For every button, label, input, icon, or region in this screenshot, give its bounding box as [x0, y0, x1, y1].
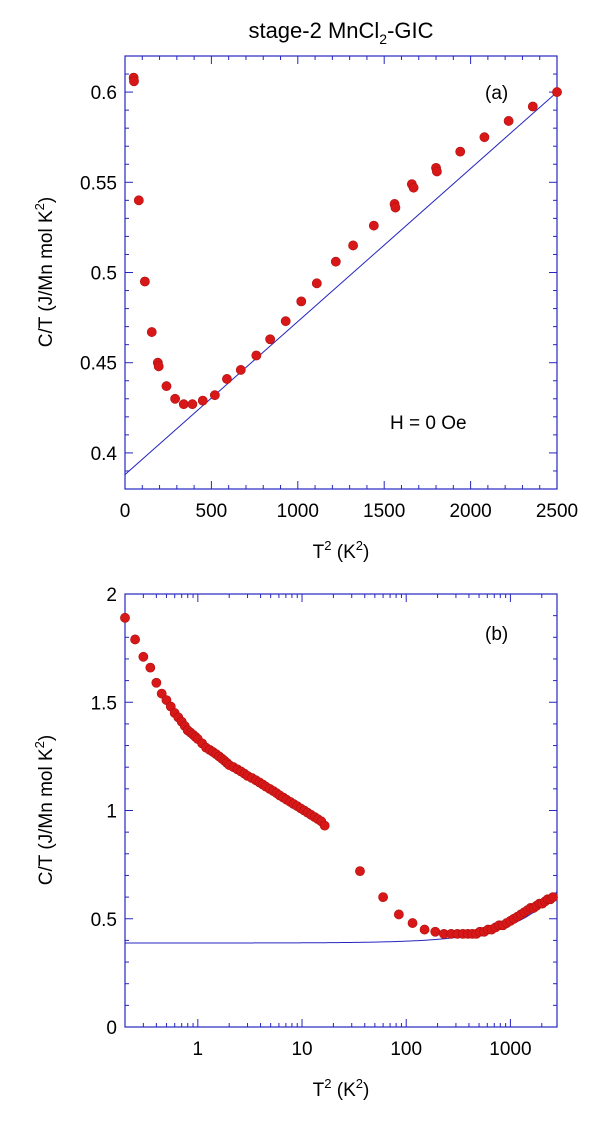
data-point [265, 334, 276, 345]
y-tick-label: 0.45 [80, 354, 117, 375]
x-tick-label: 1000 [277, 501, 319, 522]
data-point [368, 220, 379, 231]
data-point [138, 651, 149, 662]
x-tick-label: 0 [120, 501, 131, 522]
x-tick-label: 500 [196, 501, 228, 522]
data-point [548, 892, 558, 902]
y-tick-label: 0.55 [80, 173, 117, 194]
panel-a-ticks: 0 500 1000 1500 2000 2500 0.4 0.45 0.5 0.55 0.6 [80, 55, 578, 522]
panel-a-points [128, 72, 562, 410]
y-tick-label: 0.5 [91, 264, 117, 285]
data-point [178, 399, 189, 410]
data-point [251, 350, 262, 361]
x-tick-label: 10 [291, 1039, 312, 1060]
panel-a-annotation: H = 0 Oe [390, 413, 467, 434]
data-point [407, 918, 418, 928]
data-point [408, 182, 419, 193]
x-tick-label: 1 [193, 1039, 204, 1060]
data-point [311, 278, 322, 289]
panel-b-label: (b) [485, 624, 508, 645]
y-tick-label: 0.6 [91, 83, 117, 104]
y-tick-label: 0.4 [91, 444, 118, 465]
data-point [552, 87, 562, 97]
data-point [145, 662, 156, 673]
data-point [319, 820, 330, 831]
data-point [161, 381, 172, 392]
data-point [235, 365, 246, 375]
panel-b-points [120, 612, 558, 939]
data-point [133, 195, 144, 206]
data-point [503, 116, 514, 126]
panel-a-fit-line [124, 91, 558, 475]
panel-a-label: (a) [485, 83, 508, 104]
panel-b-y-axis-label: C/T (J/Mn mol K2) [32, 735, 57, 885]
data-point [280, 316, 291, 327]
data-point [130, 634, 140, 645]
data-point [139, 276, 150, 287]
data-point [419, 924, 430, 935]
data-point [222, 374, 232, 384]
panel-b: 1 10 100 1000 0 0.5 1 1.5 2 (b) T2 (K2) C/T (J/M… [32, 585, 558, 1101]
data-point [187, 399, 198, 410]
fit-line [124, 91, 558, 475]
data-point [153, 361, 164, 372]
y-tick-label: 1 [106, 802, 117, 823]
data-point [197, 395, 208, 406]
chart-title: stage-2 MnCl2-GIC [248, 18, 433, 47]
panel-b-fit-line [125, 891, 558, 944]
fit-line [125, 891, 558, 944]
data-point [129, 76, 139, 87]
data-point [151, 677, 162, 688]
panel-b-frame [124, 593, 558, 1028]
x-tick-label: 2500 [536, 501, 578, 522]
x-tick-label: 2000 [449, 501, 491, 522]
panel-b-ticks: 1 10 100 1000 0 0.5 1 1.5 2 [91, 585, 557, 1060]
data-point [527, 101, 538, 112]
data-point [355, 866, 365, 877]
title-subscript: 2 [379, 31, 387, 47]
panel-b-x-axis-label: T2 (K2) [313, 1076, 370, 1101]
data-point [348, 240, 358, 251]
data-point [393, 909, 404, 920]
panel-a-x-axis-label: T2 (K2) [313, 538, 370, 563]
data-point [170, 393, 181, 404]
data-point [431, 166, 442, 177]
data-point [209, 390, 220, 401]
y-tick-label: 1.5 [91, 693, 117, 714]
data-point [430, 926, 441, 937]
y-tick-label: 2 [106, 585, 117, 606]
x-tick-label: 100 [390, 1039, 422, 1060]
y-tick-label: 0.5 [91, 910, 117, 931]
data-point [378, 892, 388, 902]
data-point [455, 146, 466, 157]
data-point [390, 202, 401, 213]
y-tick-label: 0 [106, 1018, 117, 1039]
panel-a-y-axis-label: C/T (J/Mn mol K2) [32, 197, 57, 347]
panel-a: 0 500 1000 1500 2000 2500 0.4 0.45 0.5 0.55 0.6 (a… [32, 55, 578, 563]
data-point [146, 327, 157, 337]
data-point [330, 256, 341, 267]
data-point [296, 296, 307, 307]
data-point [120, 612, 130, 623]
x-tick-label: 1000 [489, 1039, 531, 1060]
x-tick-label: 1500 [363, 501, 405, 522]
panel-a-frame [124, 55, 558, 490]
data-point [479, 132, 490, 143]
